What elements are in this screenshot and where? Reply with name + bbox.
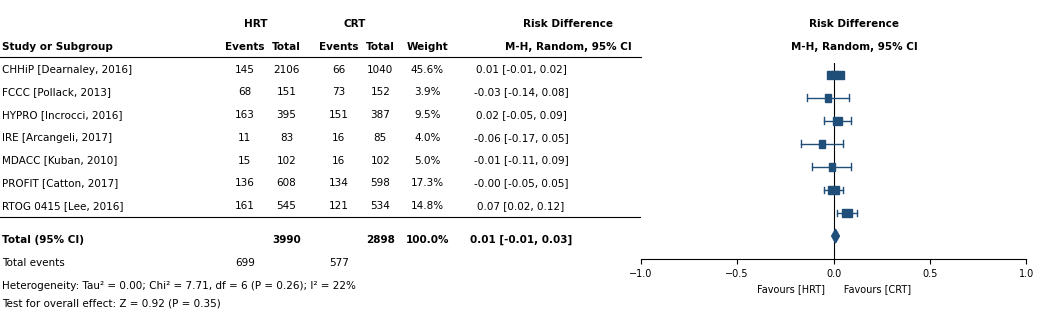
FancyBboxPatch shape xyxy=(828,163,835,171)
Text: 577: 577 xyxy=(328,258,349,268)
Text: Total: Total xyxy=(272,42,301,52)
Text: Total (95% CI): Total (95% CI) xyxy=(2,235,84,245)
Text: Events: Events xyxy=(319,42,358,52)
Text: -0.06 [-0.17, 0.05]: -0.06 [-0.17, 0.05] xyxy=(474,133,568,143)
Text: 11: 11 xyxy=(239,133,251,143)
Text: 45.6%: 45.6% xyxy=(411,64,444,75)
Text: 3990: 3990 xyxy=(272,235,301,245)
Text: 161: 161 xyxy=(234,201,255,211)
Text: 16: 16 xyxy=(332,133,345,143)
Text: Study or Subgroup: Study or Subgroup xyxy=(2,42,113,52)
Text: 0.02 [-0.05, 0.09]: 0.02 [-0.05, 0.09] xyxy=(475,110,567,120)
Text: 1040: 1040 xyxy=(367,64,394,75)
Text: Risk Difference: Risk Difference xyxy=(523,19,613,29)
FancyBboxPatch shape xyxy=(819,140,825,148)
Text: 699: 699 xyxy=(234,258,255,268)
Text: 136: 136 xyxy=(234,178,255,188)
Text: -0.00 [-0.05, 0.05]: -0.00 [-0.05, 0.05] xyxy=(474,178,568,188)
Text: M-H, Random, 95% CI: M-H, Random, 95% CI xyxy=(791,42,918,52)
Text: RTOG 0415 [Lee, 2016]: RTOG 0415 [Lee, 2016] xyxy=(2,201,124,211)
Text: 598: 598 xyxy=(370,178,391,188)
Text: 2898: 2898 xyxy=(366,235,395,245)
Text: -0.03 [-0.14, 0.08]: -0.03 [-0.14, 0.08] xyxy=(474,87,568,97)
Text: 145: 145 xyxy=(234,64,255,75)
Text: 387: 387 xyxy=(370,110,391,120)
Text: 0.01 [-0.01, 0.02]: 0.01 [-0.01, 0.02] xyxy=(475,64,567,75)
FancyBboxPatch shape xyxy=(825,94,830,102)
Text: 0.07 [0.02, 0.12]: 0.07 [0.02, 0.12] xyxy=(477,201,565,211)
Text: 15: 15 xyxy=(239,155,251,166)
Text: HYPRO [Incrocci, 2016]: HYPRO [Incrocci, 2016] xyxy=(2,110,123,120)
Text: HRT: HRT xyxy=(244,19,267,29)
Text: MDACC [Kuban, 2010]: MDACC [Kuban, 2010] xyxy=(2,155,118,166)
Text: M-H, Random, 95% CI: M-H, Random, 95% CI xyxy=(504,42,631,52)
Polygon shape xyxy=(832,229,840,243)
Text: 14.8%: 14.8% xyxy=(411,201,444,211)
Text: 2106: 2106 xyxy=(273,64,300,75)
Text: 66: 66 xyxy=(332,64,345,75)
FancyBboxPatch shape xyxy=(843,209,851,217)
Text: Total: Total xyxy=(366,42,395,52)
X-axis label: Favours [HRT]      Favours [CRT]: Favours [HRT] Favours [CRT] xyxy=(756,284,911,295)
Text: FCCC [Pollack, 2013]: FCCC [Pollack, 2013] xyxy=(2,87,111,97)
Text: 0.01 [-0.01, 0.03]: 0.01 [-0.01, 0.03] xyxy=(470,235,572,245)
Text: 395: 395 xyxy=(276,110,297,120)
Text: 102: 102 xyxy=(277,155,296,166)
Text: 152: 152 xyxy=(370,87,391,97)
Text: 534: 534 xyxy=(370,201,391,211)
Text: CHHiP [Dearnaley, 2016]: CHHiP [Dearnaley, 2016] xyxy=(2,64,132,75)
Text: 121: 121 xyxy=(328,201,349,211)
Text: 17.3%: 17.3% xyxy=(411,178,444,188)
Text: 83: 83 xyxy=(280,133,293,143)
Text: Events: Events xyxy=(225,42,265,52)
Text: Risk Difference: Risk Difference xyxy=(810,19,899,29)
Text: -0.01 [-0.11, 0.09]: -0.01 [-0.11, 0.09] xyxy=(474,155,568,166)
Text: 9.5%: 9.5% xyxy=(414,110,441,120)
Text: 100.0%: 100.0% xyxy=(405,235,449,245)
Text: Weight: Weight xyxy=(406,42,448,52)
Text: 163: 163 xyxy=(234,110,255,120)
Text: 134: 134 xyxy=(328,178,349,188)
Text: 4.0%: 4.0% xyxy=(414,133,441,143)
Text: 85: 85 xyxy=(374,133,387,143)
Text: 151: 151 xyxy=(276,87,297,97)
Text: 3.9%: 3.9% xyxy=(414,87,441,97)
Text: PROFIT [Catton, 2017]: PROFIT [Catton, 2017] xyxy=(2,178,119,188)
Text: Total events: Total events xyxy=(2,258,65,268)
Text: 5.0%: 5.0% xyxy=(414,155,441,166)
Text: Test for overall effect: Z = 0.92 (P = 0.35): Test for overall effect: Z = 0.92 (P = 0… xyxy=(2,299,221,309)
Text: 608: 608 xyxy=(277,178,296,188)
Text: IRE [Arcangeli, 2017]: IRE [Arcangeli, 2017] xyxy=(2,133,113,143)
FancyBboxPatch shape xyxy=(827,70,844,79)
Text: 68: 68 xyxy=(239,87,251,97)
Text: Heterogeneity: Tau² = 0.00; Chi² = 7.71, df = 6 (P = 0.26); I² = 22%: Heterogeneity: Tau² = 0.00; Chi² = 7.71,… xyxy=(2,281,356,291)
Text: 545: 545 xyxy=(276,201,297,211)
Text: 102: 102 xyxy=(371,155,390,166)
FancyBboxPatch shape xyxy=(834,117,842,125)
Text: CRT: CRT xyxy=(343,19,366,29)
Text: 16: 16 xyxy=(332,155,345,166)
FancyBboxPatch shape xyxy=(828,186,839,194)
Text: 73: 73 xyxy=(332,87,345,97)
Text: 151: 151 xyxy=(328,110,349,120)
